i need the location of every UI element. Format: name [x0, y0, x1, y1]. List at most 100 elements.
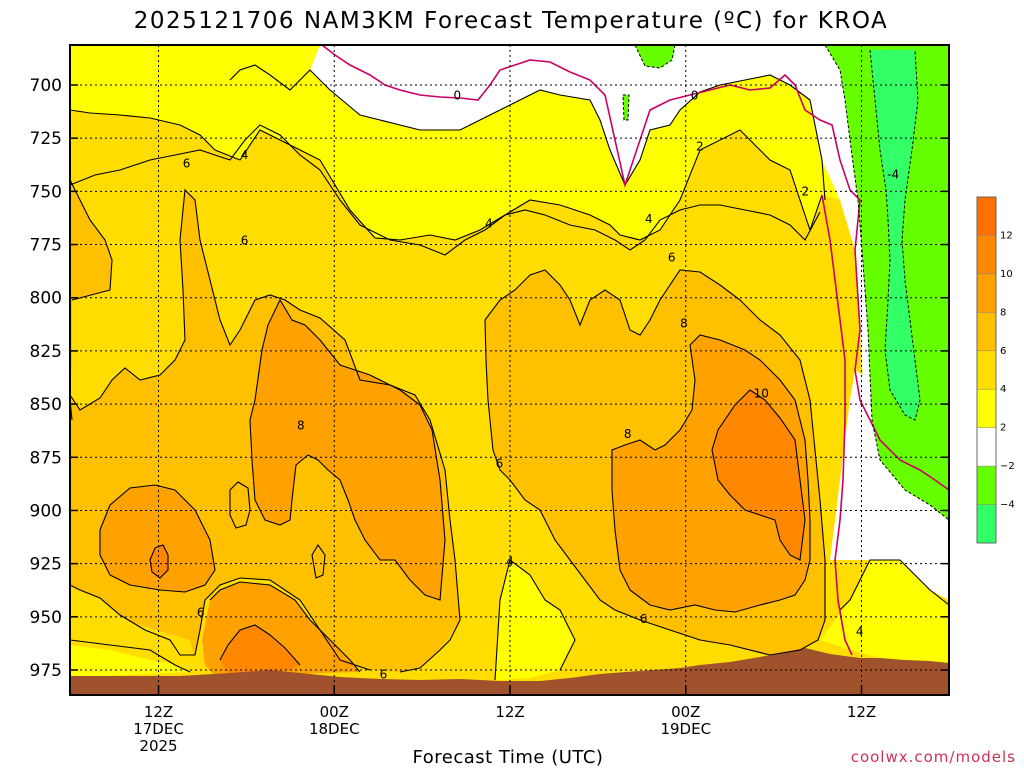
colorbar-bin-8 [976, 196, 997, 236]
colorbar-label-7: −4 [1000, 500, 1015, 511]
x-axis-label: Forecast Time (UTC) [413, 747, 604, 768]
contour-neg4 [869, 49, 921, 421]
fill-neg6-neg4 [870, 50, 920, 420]
temperature-fill-layer [70, 45, 949, 695]
colorbar-label-5: 2 [1000, 423, 1006, 434]
colorbar-label-6: −2 [1000, 461, 1015, 472]
fill-8-10-bl [100, 485, 215, 592]
contour-label-10: 6 [241, 233, 249, 247]
contour-label-18: 8 [624, 427, 632, 441]
colorbar-label-1: 10 [1000, 269, 1013, 280]
y-tick-label-975: 975 [30, 661, 62, 681]
fill-8-10-left [250, 300, 445, 600]
colorbar-bin-0 [976, 504, 997, 544]
x-tick-label-0-2: 2025 [139, 737, 177, 755]
contour-6-lower-left [69, 577, 371, 671]
contour-10-small [149, 544, 169, 579]
colorbar-bin-1 [976, 465, 997, 505]
colorbar-bin-3 [976, 388, 997, 428]
y-tick-label-875: 875 [30, 448, 62, 468]
contour-label-14: 6 [640, 612, 648, 626]
contour-label-6: 4 [645, 212, 653, 226]
fill-10-12-right [712, 390, 805, 560]
contour-2-top [229, 64, 826, 201]
contour-label-9: 6 [183, 157, 191, 171]
contour-4-bottom-left [69, 639, 191, 673]
contour-label-3: 2 [801, 184, 809, 198]
contour-6-small-loop-2 [311, 543, 326, 579]
contour-6-right [484, 269, 826, 656]
zero-isotherm-main [321, 44, 950, 491]
contour-8-bottom [209, 581, 361, 673]
contour-4-main [69, 124, 821, 256]
y-tick-label-725: 725 [30, 129, 62, 149]
zero-isotherm-layer [321, 44, 950, 656]
negative-contour-layer [622, 44, 950, 521]
fill-neg4-neg2-sliver [623, 95, 629, 120]
contour-label-16: 8 [297, 418, 305, 432]
contour-10-right [711, 389, 806, 561]
colorbar-label-4: 4 [1000, 384, 1006, 395]
contour-label-17: 8 [680, 316, 688, 330]
x-tick-label-0-0: 12Z [144, 703, 173, 721]
contour-6-small-loop [229, 481, 251, 529]
contour-2-left [69, 109, 823, 241]
y-tick-label-800: 800 [30, 289, 62, 309]
contour-neg2-sliver [622, 94, 630, 121]
colorbar-bin-6 [976, 273, 997, 313]
x-tick-label-0-1: 17DEC [133, 720, 184, 738]
fill-2-4-lower-right [820, 560, 949, 665]
fill-10-12-bottom [220, 625, 300, 674]
terrain-fill [70, 648, 949, 695]
contour-label-11: 6 [668, 250, 676, 264]
contour-label-0: 0 [453, 89, 461, 103]
y-tick-label-775: 775 [30, 236, 62, 256]
zero-isotherm-right [821, 194, 853, 656]
fill-2-4-lower-mid [495, 560, 575, 680]
contour-label-12: 6 [496, 457, 504, 471]
x-tick-label-1-1: 18DEC [309, 720, 360, 738]
chart-title: 2025121706 NAM3KM Forecast Temperature (… [134, 8, 889, 34]
contour-neg2 [824, 44, 950, 521]
contour-10-bottom [219, 624, 301, 666]
colorbar-bin-4 [976, 350, 997, 390]
contour-label-5: 4 [485, 216, 493, 230]
fill-2-4-top-left [70, 45, 320, 90]
credit-text: coolwx.com/models [851, 748, 1016, 766]
gridlines [70, 45, 949, 695]
x-tick-label-3-0: 00Z [671, 703, 700, 721]
colorbar-label-0: 12 [1000, 230, 1013, 241]
contour-line-layer [69, 64, 950, 681]
fill-neg2-2-right [830, 370, 949, 600]
contour-8-bottom-left-loop [99, 484, 216, 593]
colorbar-label-3: 6 [1000, 346, 1006, 357]
x-tick-label-3-1: 19DEC [660, 720, 711, 738]
fill-neg4-neg2-top [635, 45, 675, 68]
colorbar-bin-5 [976, 312, 997, 352]
contour-label-2: 2 [696, 140, 704, 154]
colorbar-frame [976, 196, 997, 544]
contour-label-13: 6 [197, 606, 205, 620]
contour-8-right [611, 334, 811, 613]
contour-4-right-lower [839, 559, 950, 611]
contour-label-19: 10 [754, 386, 769, 400]
x-tick-label-1-0: 00Z [320, 703, 349, 721]
y-tick-label-950: 950 [30, 608, 62, 628]
contour-label-7: 4 [506, 555, 514, 569]
y-tick-label-700: 700 [30, 76, 62, 96]
contour-labels: 0 0 2 2 4 4 4 4 4 6 6 6 6 6 6 6 8 8 8 10 -4 [183, 89, 899, 682]
y-tick-label-925: 925 [30, 555, 62, 575]
contour-label-15: 6 [380, 667, 388, 681]
x-tick-label-2-0: 12Z [495, 703, 524, 721]
y-tick-label-900: 900 [30, 501, 62, 521]
contour-6-left [69, 179, 113, 301]
contour-neg2-top [634, 44, 676, 69]
contour-label-1: 0 [691, 89, 699, 103]
colorbar: 12 10 8 6 4 2 −2 −4 [976, 196, 1015, 544]
y-tick-label-850: 850 [30, 395, 62, 415]
contour-8-left [249, 298, 446, 601]
y-tick-label-825: 825 [30, 342, 62, 362]
